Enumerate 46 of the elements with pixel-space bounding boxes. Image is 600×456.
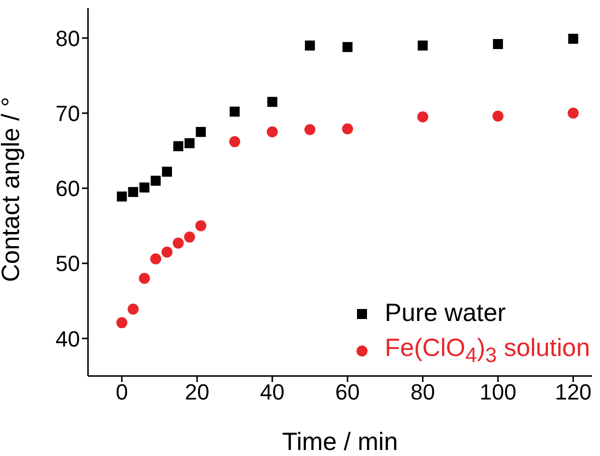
x-tick-label: 120 [554, 380, 592, 405]
point [266, 126, 278, 138]
point [304, 124, 316, 136]
point [173, 141, 184, 152]
legend-label: Pure water [384, 299, 506, 328]
y-tick-label: 60 [56, 176, 80, 202]
point [139, 182, 150, 192]
point [116, 192, 127, 202]
point [196, 126, 206, 137]
legend-label: Fe(ClO$_{4}$)$_{3}$ solution [384, 334, 590, 368]
x-tick-label: 60 [335, 380, 360, 405]
x-tick-label: 100 [480, 380, 516, 405]
point [229, 136, 240, 148]
y-tick-label: 80 [56, 26, 80, 51]
point [267, 96, 278, 107]
point [417, 111, 428, 122]
x-tick-label: 80 [410, 380, 435, 405]
point [342, 123, 354, 134]
point [172, 238, 184, 249]
point [184, 232, 196, 243]
y-axis-title: Contact angle / ° [0, 96, 25, 282]
point [492, 39, 503, 50]
point [230, 106, 240, 117]
point [128, 187, 138, 197]
point [184, 138, 195, 148]
point [128, 304, 139, 315]
point [138, 272, 150, 284]
y-tick-label: 40 [56, 326, 80, 352]
point [568, 108, 579, 119]
point [161, 246, 172, 258]
point [195, 220, 206, 232]
x-tick-label: 40 [260, 380, 285, 405]
point [162, 166, 172, 177]
point [568, 34, 578, 44]
y-tick-label: 50 [56, 251, 80, 276]
point [342, 42, 353, 52]
point [116, 317, 128, 328]
x-axis-title: Time / min [282, 428, 398, 456]
y-tick-label: 70 [56, 100, 80, 126]
point [492, 110, 504, 122]
point [150, 176, 161, 186]
point [418, 40, 428, 51]
x-tick-label: 20 [184, 380, 210, 405]
point [150, 253, 162, 264]
x-tick-label: 0 [116, 380, 128, 405]
point [304, 40, 315, 51]
